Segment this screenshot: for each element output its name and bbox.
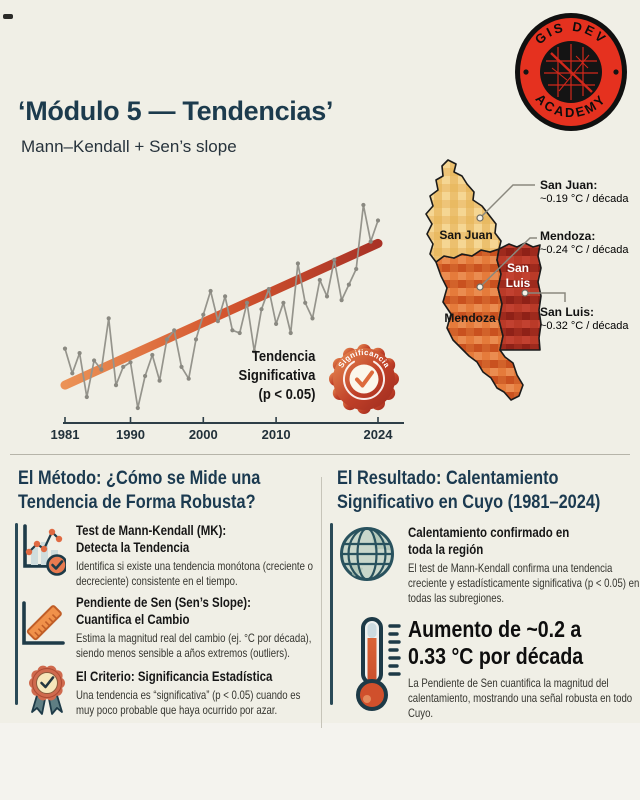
callout-mendoza-value: ~0.24 °C / década <box>540 244 629 256</box>
result-item-1-body: El test de Mann-Kendall confirma una ten… <box>408 561 640 605</box>
logo-left-dot <box>523 69 529 75</box>
result-item-2-body: La Pendiente de Sen cuantifica la magnit… <box>408 676 633 720</box>
svg-text:1990: 1990 <box>116 427 145 442</box>
method-section-title: El Método: ¿Cómo se Mide una Tendencia d… <box>18 468 261 513</box>
significance-seal-badge: Significancia <box>329 344 399 414</box>
thermometer-icon <box>356 617 401 711</box>
horizontal-divider <box>10 454 630 455</box>
logo-right-dot <box>613 69 619 75</box>
svg-text:2024: 2024 <box>364 427 394 442</box>
method-item-1-body: Identifica si existe una tendencia monót… <box>76 559 313 588</box>
corner-artifact-mark <box>3 14 13 19</box>
trend-chart-icon <box>23 524 66 576</box>
method-connector-line <box>15 523 18 705</box>
callout-san-luis-value: ~0.32 °C / década <box>540 320 629 332</box>
sen-slope-trend-line <box>60 238 383 390</box>
callout-san-luis-name: San Luis: <box>540 305 594 319</box>
significance-annotation: Tendencia Significativa (p < 0.05) <box>238 348 315 405</box>
medal-icon <box>29 665 65 715</box>
map-label-mendoza: Mendoza <box>444 311 496 325</box>
annotation-line-3: (p < 0.05) <box>258 387 315 403</box>
ruler-icon <box>22 601 65 645</box>
map-label-san-luis-line2: Luis <box>506 276 531 290</box>
gis-dev-academy-logo: GIS DEV ACADEMY <box>515 13 627 131</box>
method-item-2-title: Pendiente de Sen (Sen’s Slope): Cuantifi… <box>76 595 251 627</box>
logo-map-pattern <box>544 44 598 100</box>
annotation-line-2: Significativa <box>238 368 315 384</box>
svg-text:1981: 1981 <box>51 427 80 442</box>
page-title: ‘Módulo 5 — Tendencias’ <box>18 96 334 126</box>
seal-center-disc <box>349 364 379 394</box>
globe-icon <box>340 527 394 581</box>
trend-line-chart: 1981 1990 2000 2010 2024 <box>51 202 404 442</box>
map-label-san-luis-line1: San <box>507 261 529 275</box>
map-region-san-luis <box>496 242 542 351</box>
cuyo-region-map: San Juan Mendoza San Luis San Juan: ~0.1… <box>425 159 629 401</box>
callout-san-juan-value: ~0.19 °C / década <box>540 193 629 205</box>
callout-san-juan-name: San Juan: <box>540 178 597 192</box>
result-connector-line <box>330 523 333 705</box>
annotation-line-1: Tendencia <box>251 349 315 365</box>
map-region-san-juan <box>425 159 502 263</box>
column-divider <box>321 477 322 728</box>
map-callout-dots <box>476 214 529 297</box>
annual-series-line <box>64 204 379 409</box>
check-icon <box>355 370 374 388</box>
svg-text:2010: 2010 <box>262 427 291 442</box>
result-item-2-title: Aumento de ~0.2 a 0.33 °C por década <box>408 616 584 669</box>
seal-inner-ring <box>343 360 385 400</box>
x-axis-ticks <box>64 417 379 423</box>
bottom-background-strip <box>0 723 640 800</box>
x-axis-labels: 1981 1990 2000 2010 2024 <box>51 427 394 442</box>
result-item-1-title: Calentamiento confirmado en toda la regi… <box>408 525 570 557</box>
map-callout-lines <box>479 184 566 302</box>
map-label-san-juan: San Juan <box>439 228 492 242</box>
svg-text:2000: 2000 <box>189 427 218 442</box>
method-item-3-title: El Criterio: Significancia Estadística <box>76 669 273 684</box>
check-icon <box>40 676 55 689</box>
method-item-3-body: Una tendencia es “significativa” (p < 0.… <box>76 688 301 717</box>
method-item-1-title: Test de Mann-Kendall (MK): Detecta la Te… <box>76 523 227 555</box>
callout-mendoza-name: Mendoza: <box>540 229 595 243</box>
result-section-title: El Resultado: Calentamiento Significativ… <box>337 468 601 513</box>
page-subtitle: Mann–Kendall + Sen’s slope <box>21 137 237 156</box>
annual-series-dots <box>62 202 381 411</box>
method-item-2-body: Estima la magnitud real del cambio (ej. … <box>76 631 312 660</box>
